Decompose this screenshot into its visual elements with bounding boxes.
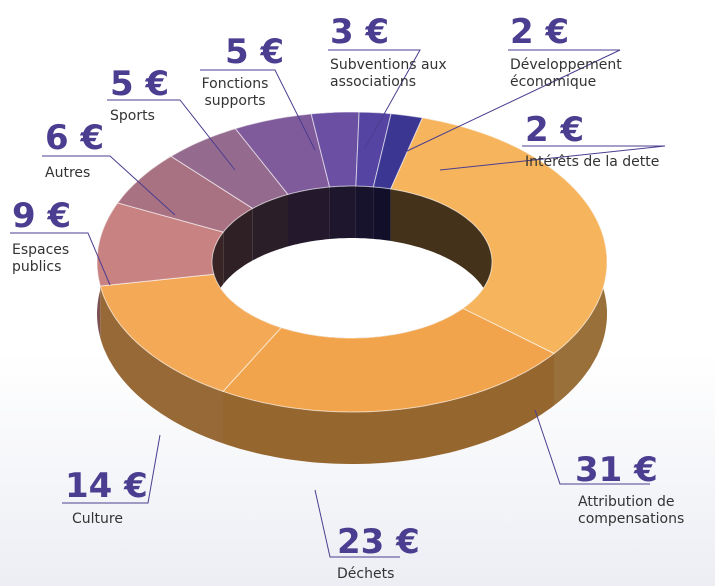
- category-label: Autres: [45, 165, 91, 181]
- value-label: 14 €: [65, 466, 148, 506]
- leader-line: [534, 409, 650, 485]
- segment-outer-side: [223, 353, 554, 464]
- category-label: Culture: [72, 511, 123, 527]
- value-label: 31 €: [575, 450, 658, 490]
- segment-inner-side: [355, 186, 374, 239]
- value-label: 23 €: [337, 522, 420, 562]
- segment-inner-side: [329, 186, 356, 239]
- leader-line: [10, 232, 111, 286]
- category-label: Espaces publics: [12, 242, 70, 275]
- segment-inner-side: [288, 187, 330, 247]
- segment-inner-side: [223, 208, 253, 285]
- segment-inner-side: [373, 186, 391, 241]
- category-label: Déchets: [337, 566, 395, 582]
- category-label: Intérêts de la dette: [525, 154, 660, 170]
- segment: [372, 113, 424, 190]
- leader-line: [62, 434, 161, 504]
- leader-line: [107, 99, 236, 171]
- segment-inner-side: [212, 232, 224, 327]
- value-label: 2 €: [525, 110, 585, 150]
- value-label: 5 €: [225, 32, 285, 72]
- leader-line: [200, 69, 316, 151]
- leader-line: [42, 155, 176, 216]
- leader-line: [314, 489, 400, 558]
- leader-line: [439, 145, 666, 171]
- segment-outer-side: [100, 286, 223, 444]
- category-label: Fonctions supports: [201, 76, 269, 109]
- segment-inner-side: [252, 194, 288, 261]
- leader-line: [328, 49, 421, 149]
- value-label: 6 €: [45, 118, 105, 158]
- value-label: 9 €: [12, 196, 72, 236]
- value-label: 3 €: [330, 12, 390, 52]
- value-label: 2 €: [510, 12, 570, 52]
- category-label: Développement économique: [510, 57, 622, 90]
- category-label: Attribution de compensations: [578, 494, 685, 527]
- leader-line: [404, 49, 621, 153]
- category-label: Sports: [110, 108, 155, 124]
- category-label: Subventions aux associations: [330, 57, 447, 90]
- value-label: 5 €: [110, 64, 170, 104]
